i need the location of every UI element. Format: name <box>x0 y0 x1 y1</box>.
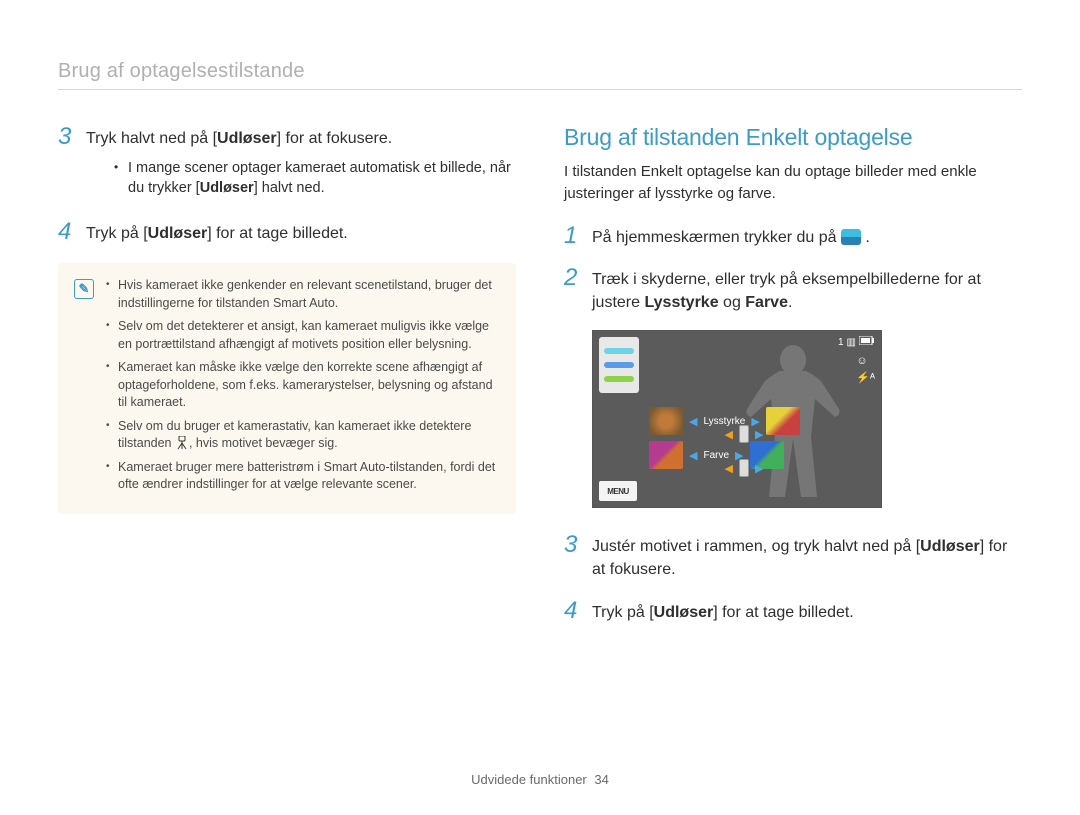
step-text: Tryk halvt ned på [Udløser] for at fokus… <box>86 124 516 203</box>
list-item: Kameraet kan måske ikke vælge den korrek… <box>106 359 500 412</box>
list-item: Selv om det detekterer et ansigt, kan ka… <box>106 318 500 353</box>
arrow-left-icon: ◀ <box>689 449 697 462</box>
mini-slider-icon <box>604 348 634 354</box>
face-detect-icon: ☺ <box>856 355 875 367</box>
step-number: 3 <box>58 124 86 150</box>
arrow-left-icon: ◀ <box>689 415 697 428</box>
color-left-thumb <box>649 441 683 469</box>
section-intro: I tilstanden Enkelt optagelse kan du opt… <box>564 161 1022 205</box>
mini-slider-icon <box>604 362 634 368</box>
camera-screen-illustration: 1 ▥ ☺ ⚡ᴬ ◀ Lysstyrke ▶ ◀ <box>592 330 882 508</box>
step-4: 4 Tryk på [Udløser] for at tage billedet… <box>564 598 1022 624</box>
battery-icon <box>859 336 875 348</box>
note-bullet-with-icon: Selv om du bruger et kamerastativ, kan k… <box>118 418 500 453</box>
step-text: Tryk på [Udløser] for at tage billedet. <box>86 219 348 245</box>
footer-section: Udvidede funktioner <box>471 772 587 787</box>
list-item: Hvis kameraet ikke genkender en relevant… <box>106 277 500 312</box>
arrow-right-icon: ▶ <box>755 462 763 475</box>
step-3: 3 Tryk halvt ned på [Udløser] for at fok… <box>58 124 516 203</box>
two-column-layout: 3 Tryk halvt ned på [Udløser] for at fok… <box>58 124 1022 640</box>
right-column: Brug af tilstanden Enkelt optagelse I ti… <box>564 124 1022 640</box>
note-bullet-list: Hvis kameraet ikke genkender en relevant… <box>106 277 500 500</box>
page-footer: Udvidede funktioner 34 <box>0 772 1080 787</box>
status-count: 1 <box>838 337 844 348</box>
step-1: 1 På hjemmeskærmen trykker du på . <box>564 223 1022 249</box>
slider-knob <box>739 459 749 477</box>
note-icon: ✎ <box>74 279 94 299</box>
slider-panel-icon <box>599 337 639 393</box>
step-number: 2 <box>564 265 592 291</box>
status-bar: 1 ▥ <box>838 336 875 348</box>
step-3: 3 Justér motivet i rammen, og tryk halvt… <box>564 532 1022 581</box>
arrow-left-icon: ◀ <box>725 428 733 441</box>
section-heading: Brug af tilstanden Enkelt optagelse <box>564 124 1022 151</box>
storage-icon: ▥ <box>847 337 856 348</box>
arrow-left-icon: ◀ <box>725 462 733 475</box>
list-item: Selv om du bruger et kamerastativ, kan k… <box>106 418 500 453</box>
step-2: 2 Træk i skyderne, eller tryk på eksempe… <box>564 265 1022 314</box>
mini-slider-icon <box>604 376 634 382</box>
brightness-minus-thumb <box>649 407 683 435</box>
step-text: Justér motivet i rammen, og tryk halvt n… <box>592 532 1022 581</box>
flash-auto-icon: ⚡ᴬ <box>856 371 875 384</box>
step-text: På hjemmeskærmen trykker du på . <box>592 223 870 249</box>
tripod-icon <box>175 436 189 450</box>
step-number: 3 <box>564 532 592 558</box>
step-number: 4 <box>58 219 86 245</box>
step-number: 4 <box>564 598 592 624</box>
side-indicators: ☺ ⚡ᴬ <box>856 355 875 384</box>
list-item: Kameraet bruger mere batteristrøm i Smar… <box>106 459 500 494</box>
step-text: Træk i skyderne, eller tryk på eksempelb… <box>592 265 1022 314</box>
menu-button: MENU <box>599 481 637 501</box>
list-item: I mange scener optager kameraet automati… <box>114 158 516 199</box>
breadcrumb: Brug af optagelsestilstande <box>58 60 1022 90</box>
color-slider-track: ◀ ▶ <box>713 459 775 477</box>
step-text: Tryk på [Udløser] for at tage billedet. <box>592 598 854 624</box>
note-callout: ✎ Hvis kameraet ikke genkender en releva… <box>58 263 516 514</box>
left-column: 3 Tryk halvt ned på [Udløser] for at fok… <box>58 124 516 640</box>
step-sub-bullets: I mange scener optager kameraet automati… <box>86 158 516 199</box>
step-4: 4 Tryk på [Udløser] for at tage billedet… <box>58 219 516 245</box>
arrow-right-icon: ▶ <box>755 428 763 441</box>
step-number: 1 <box>564 223 592 249</box>
simple-shot-mode-icon <box>841 229 861 245</box>
page-number: 34 <box>594 772 608 787</box>
page: Brug af optagelsestilstande 3 Tryk halvt… <box>0 0 1080 815</box>
